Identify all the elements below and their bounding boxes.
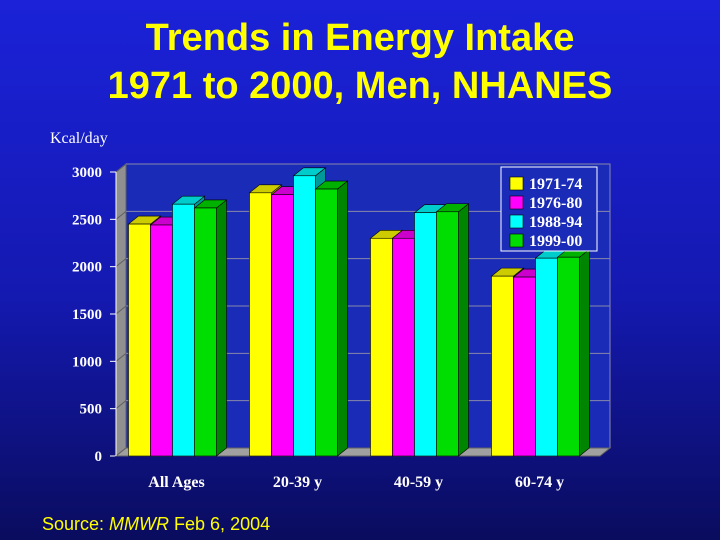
bar-front xyxy=(557,256,580,457)
y-axis-label: Kcal/day xyxy=(50,130,108,147)
bar-side xyxy=(337,180,348,457)
bar-side xyxy=(216,199,227,457)
source-citation: Source: MMWR Feb 6, 2004 xyxy=(42,514,270,535)
source-journal: MMWR xyxy=(109,514,170,534)
gridline-side xyxy=(115,400,127,410)
legend-label: 1999-00 xyxy=(529,233,582,250)
legend-label: 1971-74 xyxy=(529,176,582,193)
legend-swatch xyxy=(509,195,524,210)
y-tick-label: 2000 xyxy=(72,260,102,276)
legend-swatch xyxy=(509,176,524,191)
bar xyxy=(556,248,591,457)
y-tick-label: 1500 xyxy=(72,307,102,323)
gridline-side xyxy=(115,210,127,220)
bar-front xyxy=(150,224,173,457)
legend-swatch xyxy=(509,233,524,248)
bar-front xyxy=(293,175,316,457)
gridline-side xyxy=(115,163,127,173)
bar-front xyxy=(392,237,415,457)
gridline-side xyxy=(115,305,127,315)
y-tick-label: 1000 xyxy=(72,354,102,370)
bar-front xyxy=(414,212,437,457)
title-line-1: Trends in Energy Intake xyxy=(145,17,575,59)
x-tick-label: 20-39 y xyxy=(273,474,322,491)
y-tick-label: 500 xyxy=(80,402,103,418)
bar-front xyxy=(128,223,151,457)
bar-front xyxy=(194,207,217,457)
bar-front xyxy=(172,203,195,457)
y-tick-label: 2500 xyxy=(72,212,102,228)
bar xyxy=(193,199,228,457)
bar-front xyxy=(271,194,294,457)
bar-side xyxy=(458,203,469,457)
bar-side xyxy=(579,248,590,457)
x-tick-label: 60-74 y xyxy=(515,474,564,491)
bar xyxy=(314,180,349,457)
x-tick-label: All Ages xyxy=(148,474,204,491)
gridline-side xyxy=(115,258,127,268)
legend-swatch xyxy=(509,214,524,229)
bar-front xyxy=(491,275,514,457)
bar-front xyxy=(513,276,536,457)
slide-title: Trends in Energy Intake 1971 to 2000, Me… xyxy=(0,14,720,110)
x-tick-label: 40-59 y xyxy=(394,474,443,491)
source-date: Feb 6, 2004 xyxy=(169,514,271,534)
bar-front xyxy=(436,211,459,457)
source-prefix: Source: xyxy=(42,514,110,534)
gridline-side xyxy=(115,352,127,362)
bar-front xyxy=(249,192,272,457)
title-line-2: 1971 to 2000, Men, NHANES xyxy=(107,65,613,107)
bar-front xyxy=(315,188,338,457)
legend-label: 1988-94 xyxy=(529,214,582,231)
legend: 1971-74 1976-80 1988-94 1999-00 xyxy=(500,166,598,252)
legend-label: 1976-80 xyxy=(529,195,582,212)
bar-front xyxy=(535,257,558,457)
y-tick-label: 3000 xyxy=(72,165,102,181)
bar xyxy=(435,203,470,457)
bar-front xyxy=(370,237,393,457)
y-tick-label: 0 xyxy=(95,449,103,465)
